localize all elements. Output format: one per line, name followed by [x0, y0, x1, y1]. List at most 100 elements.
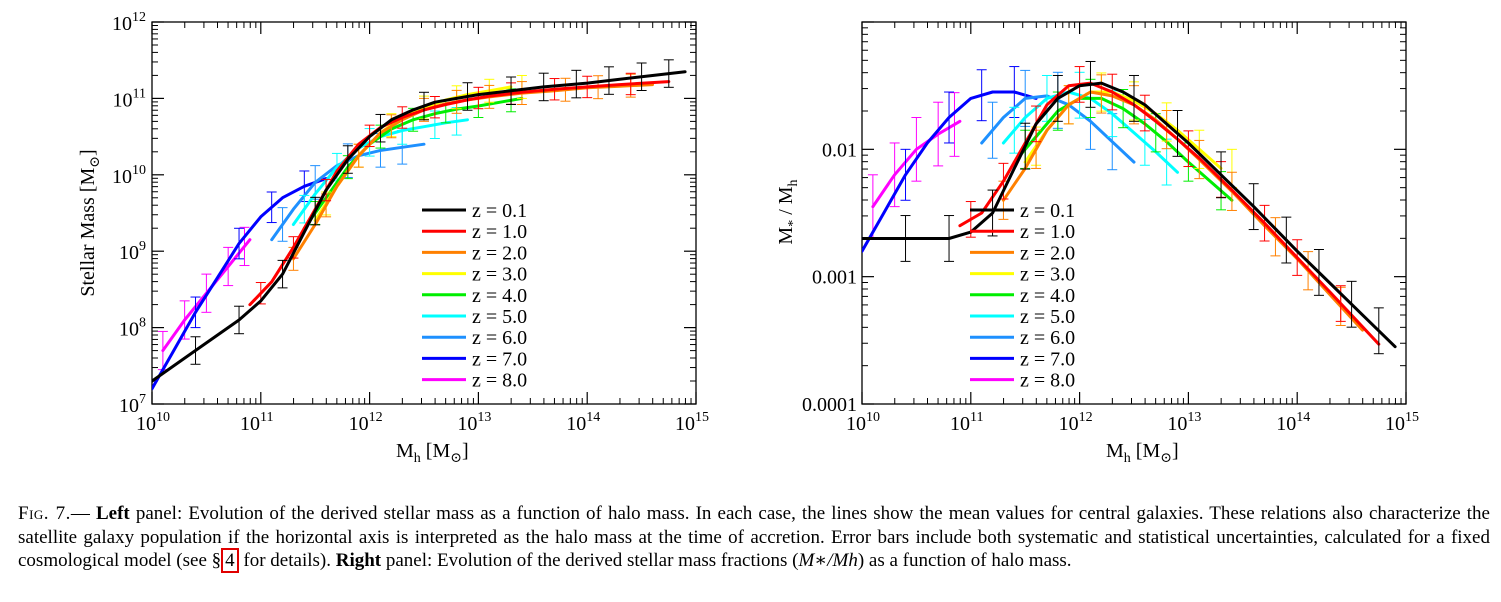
x-tick-label-exp: 11 — [970, 410, 983, 425]
x-tick-label: 1015 — [1385, 410, 1419, 435]
x-tick-label-exp: 13 — [1187, 410, 1201, 425]
x-tick-label-base: 10 — [950, 413, 970, 435]
caption-text-1: panel: Evolution of the derived stellar … — [18, 503, 1490, 571]
x-tick-label: 1012 — [1059, 410, 1093, 435]
caption-fig-label: Fig. 7. — [18, 503, 71, 524]
legend-label: z = 5.0 — [472, 306, 527, 328]
x-tick-label: 1010 — [136, 410, 170, 435]
x-tick-label-exp: 13 — [477, 410, 491, 425]
caption-dash: — — [70, 503, 96, 524]
x-axis-title-rest: [M — [1131, 440, 1161, 462]
y-tick-label-base: 10 — [119, 242, 139, 264]
x-tick-label-base: 10 — [1385, 413, 1405, 435]
x-axis-title-main: M — [1106, 440, 1124, 462]
legend-label: z = 4.0 — [1020, 285, 1075, 307]
legend-label: z = 3.0 — [1020, 264, 1075, 286]
series-line-01 — [862, 81, 1397, 349]
x-tick-label-base: 10 — [349, 413, 369, 435]
x-tick-label: 1013 — [457, 410, 491, 435]
x-axis-title: Mh [M⊙] — [1106, 440, 1179, 466]
legend-label: z = 0.1 — [1020, 200, 1075, 222]
series-line-01 — [152, 70, 687, 383]
legend-label: z = 1.0 — [1020, 221, 1075, 243]
legend-label: z = 2.0 — [1020, 242, 1075, 264]
series-line-70 — [862, 90, 1038, 253]
y-axis-title-div: / M — [775, 186, 797, 220]
x-tick-label-base: 10 — [675, 413, 695, 435]
legend-label: z = 7.0 — [1020, 348, 1075, 370]
x-tick-label-exp: 10 — [156, 410, 170, 425]
figure: 1010 1011 1012 1013 1014 10151071081091010101… — [77, 10, 1419, 466]
caption-text-3: panel: Evolution of the derived stellar … — [381, 550, 799, 571]
y-axis-title-main: Stellar Mass [M — [77, 168, 99, 297]
x-tick-label-base: 10 — [1276, 413, 1296, 435]
x-tick-label-exp: 10 — [866, 410, 880, 425]
section-4-link[interactable]: 4 — [221, 548, 239, 573]
caption-right-label: Right — [335, 550, 382, 571]
x-tick-label-base: 10 — [846, 413, 866, 435]
y-axis-title-m: M — [775, 227, 797, 245]
y-tick-label: 0.01 — [822, 139, 857, 161]
x-tick-label: 1011 — [950, 410, 983, 435]
x-tick-label-exp: 15 — [695, 410, 709, 425]
y-tick-label-base: 10 — [119, 395, 139, 417]
caption-text-4: ) as a function of halo mass. — [857, 550, 1072, 571]
legend-label: z = 8.0 — [472, 370, 527, 392]
series-line-40 — [302, 96, 524, 230]
x-axis-title: Mh [M⊙] — [396, 440, 469, 466]
y-tick-label-exp: 10 — [132, 163, 146, 178]
x-axis-title-sub: h — [1124, 451, 1131, 466]
y-tick-label-exp: 7 — [139, 392, 146, 407]
legend-label: z = 1.0 — [472, 221, 527, 243]
x-tick-label-base: 10 — [240, 413, 260, 435]
series-line-70 — [152, 177, 328, 391]
x-tick-label: 1011 — [240, 410, 273, 435]
legend-label: z = 6.0 — [472, 327, 527, 349]
x-tick-label-exp: 14 — [1296, 410, 1310, 425]
x-axis-title-sun: ⊙ — [450, 451, 462, 466]
y-axis-title-sun: ⊙ — [88, 156, 103, 168]
x-tick-label-base: 10 — [566, 413, 586, 435]
figure-caption: Fig. 7.— Left panel: Evolution of the de… — [18, 502, 1490, 573]
x-tick-label-exp: 11 — [260, 410, 273, 425]
x-tick-label-exp: 15 — [1405, 410, 1419, 425]
x-tick-label: 1012 — [349, 410, 383, 435]
x-tick-label-exp: 12 — [369, 410, 383, 425]
x-tick-label-exp: 12 — [1079, 410, 1093, 425]
y-tick-label-exp: 11 — [133, 86, 146, 101]
series-line-80 — [871, 119, 962, 209]
legend-label: z = 4.0 — [472, 285, 527, 307]
y-tick-label: 107 — [119, 392, 146, 417]
x-tick-label-base: 10 — [1059, 413, 1079, 435]
right-panel-stellar-mass-fraction: 1010 1011 1012 1013 1014 10150.00010.0010.01M… — [775, 21, 1419, 466]
legend-label: z = 6.0 — [1020, 327, 1075, 349]
legend-label: z = 2.0 — [472, 242, 527, 264]
y-tick-label-base: 10 — [113, 89, 133, 111]
y-tick-label: 1012 — [112, 10, 146, 35]
legend-label: z = 5.0 — [1020, 306, 1075, 328]
x-tick-label-base: 10 — [1167, 413, 1187, 435]
legend-label: z = 8.0 — [1020, 370, 1075, 392]
y-tick-label: 1011 — [113, 86, 146, 111]
x-axis-title-main: M — [396, 440, 414, 462]
legend-label: z = 7.0 — [472, 348, 527, 370]
y-tick-label-base: 10 — [119, 319, 139, 341]
y-axis-title-h: h — [786, 179, 801, 186]
y-tick-label-base: 10 — [112, 166, 132, 188]
left-panel-stellar-mass: 1010 1011 1012 1013 1014 10151071081091010101… — [77, 10, 709, 466]
x-axis-title-rest: [M — [421, 440, 451, 462]
y-axis-title: Stellar Mass [M⊙] — [77, 149, 103, 296]
y-tick-label-exp: 12 — [132, 10, 146, 25]
y-tick-label: 109 — [119, 239, 146, 264]
y-axis-title-close: ] — [77, 149, 99, 156]
plot-area — [152, 59, 687, 391]
legend-label: z = 3.0 — [472, 264, 527, 286]
x-tick-label-base: 10 — [457, 413, 477, 435]
plot-frame — [861, 21, 1407, 405]
y-tick-label: 1010 — [112, 163, 146, 188]
x-axis-title-close: ] — [1172, 440, 1179, 462]
x-tick-label: 1010 — [846, 410, 880, 435]
legend-label: z = 0.1 — [472, 200, 527, 222]
y-tick-label: 108 — [119, 316, 146, 341]
y-axis-title-star: * — [786, 220, 801, 227]
